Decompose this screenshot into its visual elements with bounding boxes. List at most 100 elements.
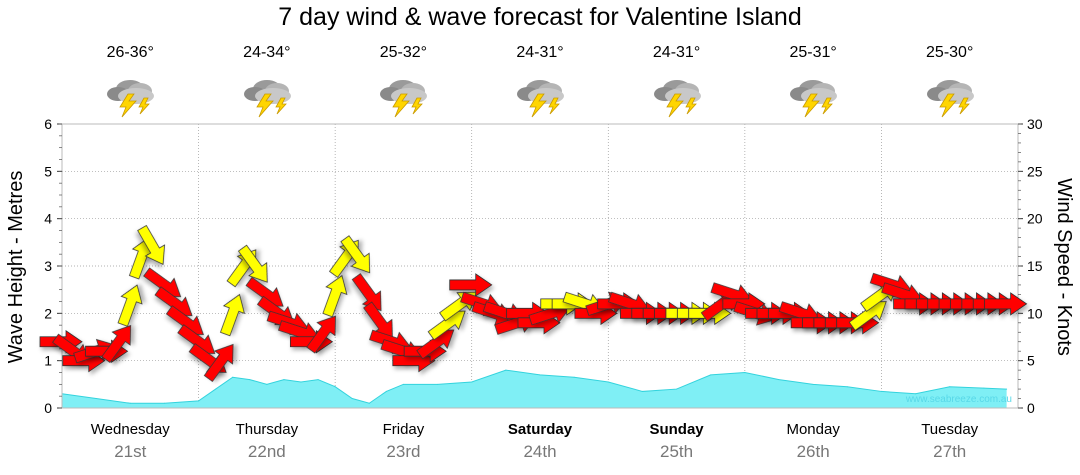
right-tick-label: 0 [1027, 400, 1035, 416]
right-tick-label: 30 [1027, 116, 1043, 132]
wind-arrow-shape [117, 284, 143, 327]
wind-arrow [219, 293, 245, 337]
wave-area [62, 370, 1007, 408]
wind-arrow-shape [219, 293, 245, 337]
day-date-label: 23rd [386, 442, 421, 461]
wave-point [710, 374, 712, 376]
wave-point [283, 379, 285, 381]
wave-series [61, 369, 1008, 408]
wave-point [505, 369, 507, 371]
left-tick-label: 5 [44, 163, 52, 179]
left-tick-label: 3 [44, 258, 52, 274]
wave-point [846, 386, 848, 388]
left-tick-label: 1 [44, 353, 52, 369]
temperature-label: 24-31° [516, 44, 564, 61]
day-name-label: Saturday [507, 421, 573, 438]
wind-arrow [101, 324, 132, 364]
wave-point [368, 402, 370, 404]
right-tick-label: 15 [1027, 258, 1043, 274]
day-name-label: Friday [382, 421, 425, 438]
wind-arrow [117, 284, 143, 327]
thunderstorm-icon [100, 72, 164, 118]
right-tick-label: 10 [1027, 305, 1043, 321]
wave-point [915, 393, 917, 395]
day-date-label: 26th [796, 442, 830, 461]
left-tick-label: 6 [44, 116, 52, 132]
wave-point [385, 390, 387, 392]
day-date-label: 27th [933, 442, 967, 461]
left-axis: 0 1 2 3 4 5 6 [44, 116, 62, 416]
wave-point [163, 402, 165, 404]
thunderstorm-icon [510, 72, 574, 118]
temperature-label: 26-36° [106, 44, 154, 61]
right-axis-label: Wind Speed - Knots [1053, 178, 1075, 356]
day-name-label: Monday [786, 421, 840, 438]
day-date-label: 25th [660, 442, 694, 461]
right-tick-label: 25 [1027, 163, 1043, 179]
temperature-label: 25-32° [379, 44, 428, 61]
wind-arrow [306, 315, 336, 354]
wave-point [983, 387, 985, 389]
wind-arrow-shape [203, 343, 234, 382]
temperature-label: 24-34° [243, 44, 291, 61]
wave-point [249, 379, 251, 381]
wind-arrow-shape [137, 224, 166, 265]
wave-point [812, 383, 814, 385]
wave-point [300, 381, 302, 383]
right-tick-label: 5 [1027, 353, 1035, 369]
wind-arrow-shape [101, 324, 132, 364]
thunderstorm-icon [237, 72, 301, 118]
thunderstorm-icon [373, 72, 437, 118]
wind-arrow-shape [984, 292, 1028, 316]
thunderstorm-icon [920, 72, 984, 118]
left-tick-label: 2 [44, 305, 52, 321]
temperature-label: 25-30° [926, 44, 974, 61]
left-axis-label: Wave Height - Metres [5, 171, 27, 364]
wave-point [129, 402, 131, 404]
wind-series [39, 224, 1028, 382]
wave-point [334, 386, 336, 388]
wave-point [880, 390, 882, 392]
right-axis: 0 5 10 15 20 25 30 [1018, 116, 1043, 416]
wave-point [744, 372, 746, 373]
thunderstorm-icon [783, 72, 847, 118]
wave-point [95, 398, 97, 400]
wave-point [471, 381, 473, 383]
wind-arrow [322, 274, 348, 318]
wave-point [437, 383, 439, 385]
wind-arrow-shape [322, 274, 348, 318]
wind-arrow-shape [449, 273, 493, 297]
wind-arrow [237, 244, 268, 283]
left-tick-label: 0 [44, 400, 52, 416]
wave-point [402, 383, 404, 385]
chart-title: 7 day wind & wave forecast for Valentine… [278, 3, 802, 31]
thunderstorm-icon [647, 72, 711, 118]
wind-arrow [449, 273, 493, 297]
day-name-label: Tuesday [921, 421, 979, 438]
day-date-label: 22nd [247, 442, 286, 461]
temperature-label: 25-31° [789, 44, 837, 61]
wind-arrow [984, 292, 1028, 316]
day-name-label: Thursday [235, 421, 299, 438]
wave-point [317, 379, 319, 381]
day-date-label: 21st [114, 442, 147, 461]
wave-point [607, 381, 609, 383]
wave-point [641, 390, 643, 392]
wave-point [676, 388, 678, 390]
watermark-text: www.seabreeze.com.au [905, 394, 1012, 405]
wave-point [266, 383, 268, 385]
wave-point [351, 398, 353, 400]
day-date-label: 24th [523, 442, 557, 461]
temperature-label: 24-31° [652, 44, 701, 61]
wind-arrow-shape [340, 235, 371, 274]
wind-arrow [203, 343, 234, 382]
wave-point [1006, 388, 1008, 390]
wave-point [232, 376, 234, 378]
wave-point [539, 374, 541, 376]
wind-arrow-shape [237, 244, 268, 283]
wave-point [198, 400, 200, 402]
wind-arrow-shape [306, 315, 336, 354]
wave-point [573, 376, 575, 378]
right-tick-label: 20 [1027, 211, 1043, 227]
